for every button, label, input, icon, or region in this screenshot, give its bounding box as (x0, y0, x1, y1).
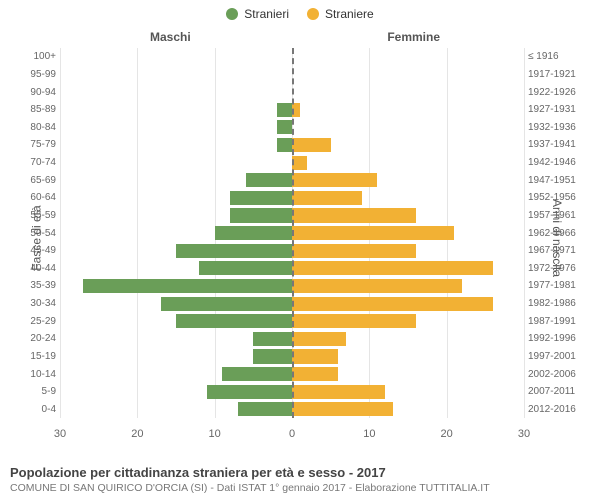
birth-year-label: 1917-1921 (528, 69, 594, 80)
age-label: 95-99 (16, 69, 56, 80)
birth-year-label: 1977-1981 (528, 280, 594, 291)
bar-female (292, 332, 346, 346)
center-axis-line (292, 48, 294, 418)
age-label: 20-24 (16, 333, 56, 344)
population-pyramid-chart: Maschi Femmine Fasce di età Anni di nasc… (0, 28, 600, 448)
birth-year-label: 1972-1976 (528, 263, 594, 274)
bar-male (176, 244, 292, 258)
bar-female (292, 297, 493, 311)
bar-male (277, 120, 292, 134)
legend-swatch-male (226, 8, 238, 20)
chart-footer: Popolazione per cittadinanza straniera p… (10, 465, 590, 494)
x-tick: 20 (441, 428, 453, 440)
bar-female (292, 314, 416, 328)
bar-male (246, 173, 292, 187)
age-label: 65-69 (16, 175, 56, 186)
chart-title: Popolazione per cittadinanza straniera p… (10, 465, 590, 480)
age-label: 15-19 (16, 351, 56, 362)
grid-line (524, 48, 525, 418)
birth-year-label: 1932-1936 (528, 122, 594, 133)
bar-male (230, 208, 292, 222)
age-label: 85-89 (16, 104, 56, 115)
birth-year-label: 2002-2006 (528, 369, 594, 380)
bar-male (83, 279, 292, 293)
birth-year-label: 1967-1971 (528, 245, 594, 256)
bar-male (253, 349, 292, 363)
legend-swatch-female (307, 8, 319, 20)
legend-item-female: Straniere (307, 7, 374, 21)
age-label: 55-59 (16, 210, 56, 221)
x-tick: 10 (209, 428, 221, 440)
bar-female (292, 191, 362, 205)
bar-female (292, 279, 462, 293)
age-label: 70-74 (16, 157, 56, 168)
bar-male (277, 138, 292, 152)
bar-male (253, 332, 292, 346)
x-tick: 20 (131, 428, 143, 440)
column-title-male: Maschi (150, 30, 191, 44)
legend-item-male: Stranieri (226, 7, 289, 21)
birth-year-label: ≤ 1916 (528, 51, 594, 62)
birth-year-label: 1982-1986 (528, 298, 594, 309)
age-label: 90-94 (16, 87, 56, 98)
age-label: 25-29 (16, 316, 56, 327)
birth-year-label: 1937-1941 (528, 139, 594, 150)
birth-year-label: 1952-1956 (528, 192, 594, 203)
x-tick: 10 (363, 428, 375, 440)
age-label: 75-79 (16, 139, 56, 150)
bar-male (199, 261, 292, 275)
bar-male (215, 226, 292, 240)
legend: Stranieri Straniere (0, 0, 600, 28)
chart-subtitle: COMUNE DI SAN QUIRICO D'ORCIA (SI) - Dat… (10, 482, 590, 494)
birth-year-label: 1927-1931 (528, 104, 594, 115)
bar-female (292, 367, 338, 381)
birth-year-label: 1962-1966 (528, 228, 594, 239)
bar-male (207, 385, 292, 399)
birth-year-label: 1957-1961 (528, 210, 594, 221)
bar-male (222, 367, 292, 381)
age-label: 100+ (16, 51, 56, 62)
age-label: 5-9 (16, 386, 56, 397)
bar-female (292, 385, 385, 399)
age-label: 40-44 (16, 263, 56, 274)
plot-area: 100+≤ 191695-991917-192190-941922-192685… (60, 48, 524, 418)
age-label: 60-64 (16, 192, 56, 203)
bar-female (292, 156, 307, 170)
legend-label-male: Stranieri (244, 7, 289, 21)
age-label: 80-84 (16, 122, 56, 133)
birth-year-label: 1987-1991 (528, 316, 594, 327)
bar-male (176, 314, 292, 328)
bar-female (292, 349, 338, 363)
bar-female (292, 226, 454, 240)
age-label: 50-54 (16, 228, 56, 239)
age-label: 45-49 (16, 245, 56, 256)
birth-year-label: 2007-2011 (528, 386, 594, 397)
legend-label-female: Straniere (325, 7, 374, 21)
x-tick: 0 (289, 428, 295, 440)
bar-female (292, 402, 393, 416)
bar-female (292, 138, 331, 152)
age-label: 0-4 (16, 404, 56, 415)
birth-year-label: 1922-1926 (528, 87, 594, 98)
birth-year-label: 1992-1996 (528, 333, 594, 344)
age-label: 30-34 (16, 298, 56, 309)
bar-male (230, 191, 292, 205)
bar-male (238, 402, 292, 416)
age-label: 35-39 (16, 280, 56, 291)
birth-year-label: 1997-2001 (528, 351, 594, 362)
x-tick: 30 (518, 428, 530, 440)
x-tick: 30 (54, 428, 66, 440)
bar-male (161, 297, 292, 311)
bar-female (292, 173, 377, 187)
column-title-female: Femmine (387, 30, 440, 44)
birth-year-label: 1942-1946 (528, 157, 594, 168)
bar-female (292, 208, 416, 222)
birth-year-label: 2012-2016 (528, 404, 594, 415)
bar-male (277, 103, 292, 117)
bar-female (292, 244, 416, 258)
birth-year-label: 1947-1951 (528, 175, 594, 186)
age-label: 10-14 (16, 369, 56, 380)
bar-female (292, 261, 493, 275)
